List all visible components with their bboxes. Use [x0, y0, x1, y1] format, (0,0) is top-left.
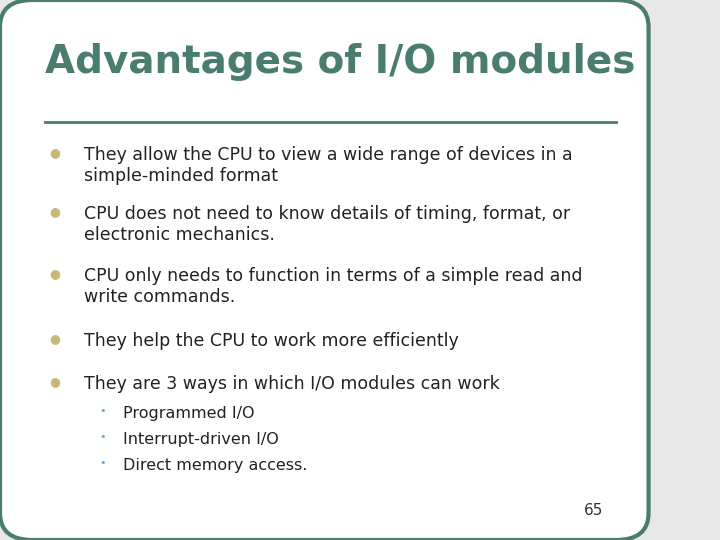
Text: •: •: [99, 406, 106, 416]
Text: Programmed I/O: Programmed I/O: [123, 406, 255, 421]
Text: CPU does not need to know details of timing, format, or
electronic mechanics.: CPU does not need to know details of tim…: [84, 205, 570, 244]
FancyBboxPatch shape: [0, 0, 649, 540]
Text: ●: ●: [50, 205, 60, 218]
Text: They allow the CPU to view a wide range of devices in a
simple-minded format: They allow the CPU to view a wide range …: [84, 146, 573, 185]
Text: 65: 65: [584, 503, 603, 518]
Text: CPU only needs to function in terms of a simple read and
write commands.: CPU only needs to function in terms of a…: [84, 267, 582, 306]
Text: They are 3 ways in which I/O modules can work: They are 3 ways in which I/O modules can…: [84, 375, 500, 393]
Text: ●: ●: [50, 375, 60, 388]
Text: Interrupt-driven I/O: Interrupt-driven I/O: [123, 432, 279, 447]
Text: •: •: [99, 432, 106, 442]
Text: They help the CPU to work more efficiently: They help the CPU to work more efficient…: [84, 332, 459, 350]
Text: ●: ●: [50, 146, 60, 159]
Text: ●: ●: [50, 267, 60, 280]
Text: ●: ●: [50, 332, 60, 345]
Text: Direct memory access.: Direct memory access.: [123, 458, 307, 473]
Text: •: •: [99, 458, 106, 468]
Text: Advantages of I/O modules: Advantages of I/O modules: [45, 43, 636, 81]
